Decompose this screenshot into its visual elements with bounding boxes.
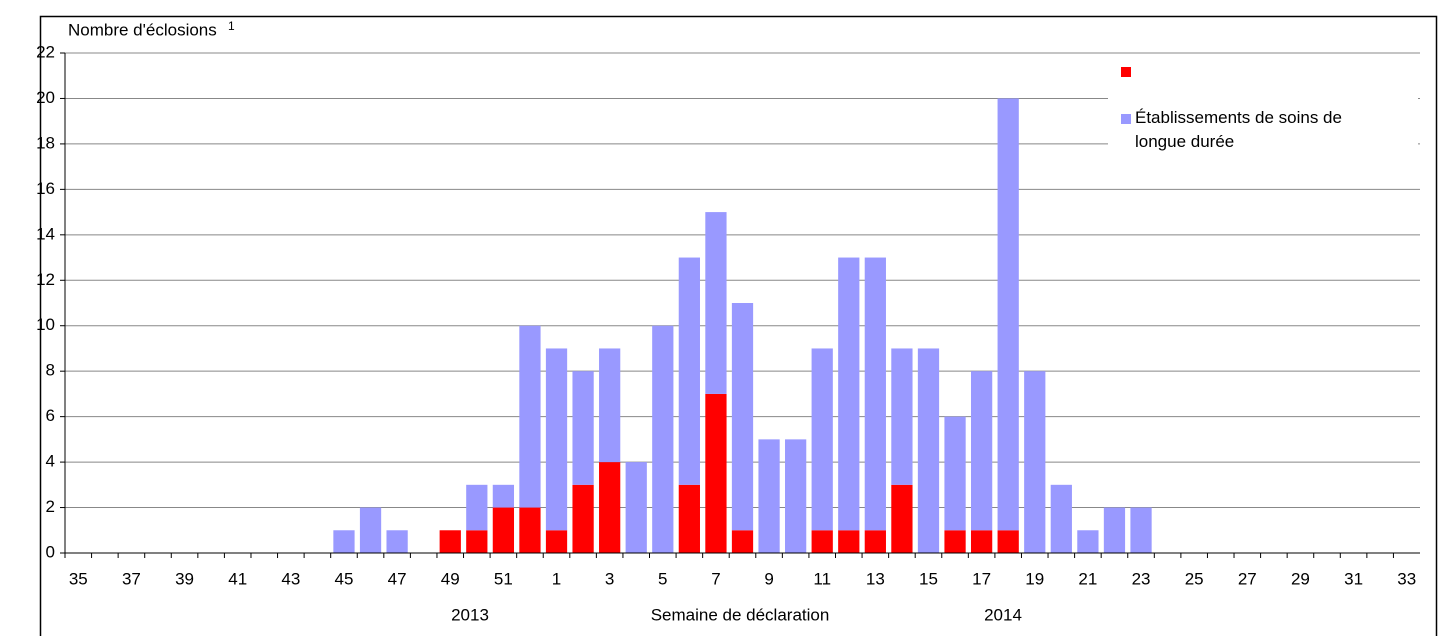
year-label: 2014 xyxy=(984,605,1022,624)
x-tick-label: 35 xyxy=(69,569,88,588)
bar-segment xyxy=(731,530,754,553)
y-tick-label: 10 xyxy=(36,315,55,334)
y-tick-label: 16 xyxy=(36,179,55,198)
bar-segment xyxy=(731,303,754,531)
x-tick-label: 3 xyxy=(605,569,614,588)
bar-segment xyxy=(359,507,382,553)
bar-segment xyxy=(1050,484,1072,553)
bar-segment xyxy=(838,530,860,553)
bar-segment xyxy=(572,371,594,485)
bar-segment xyxy=(917,348,940,553)
x-tick-label: 31 xyxy=(1344,569,1363,588)
x-tick-label: 37 xyxy=(122,569,141,588)
x-tick-label: 49 xyxy=(441,569,460,588)
x-tick-label: 47 xyxy=(388,569,407,588)
bar-segment xyxy=(891,348,913,485)
bar-segment xyxy=(439,530,461,553)
x-tick-label: 17 xyxy=(972,569,991,588)
bar-segment xyxy=(466,484,488,531)
x-tick-label: 33 xyxy=(1397,569,1416,588)
bar-segment xyxy=(811,348,833,531)
bar-segment xyxy=(678,484,700,553)
bar-segment xyxy=(599,462,621,553)
legend-label: Établissements de soins de longue durée xyxy=(1135,108,1342,151)
year-label: 2013 xyxy=(451,605,489,624)
y-tick-label: 4 xyxy=(46,452,55,471)
y-tick-label: 8 xyxy=(46,361,55,380)
bar-segment xyxy=(705,212,727,394)
bar-segment xyxy=(705,393,727,553)
x-tick-label: 41 xyxy=(228,569,247,588)
x-tick-label: 11 xyxy=(813,569,831,588)
legend-swatch xyxy=(1121,67,1131,77)
x-tick-label: 39 xyxy=(175,569,194,588)
y-tick-label: 12 xyxy=(36,270,55,289)
bar-segment xyxy=(1103,507,1126,553)
x-tick-label: 7 xyxy=(711,569,720,588)
bar-segment xyxy=(891,484,913,553)
bar-segment xyxy=(997,98,1019,531)
legend-swatch xyxy=(1121,114,1131,124)
x-tick-label: 1 xyxy=(552,569,561,588)
bar-segment xyxy=(997,530,1019,553)
x-tick-label: 51 xyxy=(494,569,513,588)
bar-segment xyxy=(333,530,355,553)
x-axis-title: Semaine de déclaration xyxy=(651,605,830,624)
bar-segment xyxy=(758,439,780,553)
bar-segment xyxy=(545,530,568,553)
x-tick-label: 19 xyxy=(1025,569,1044,588)
bar-segment xyxy=(545,348,568,531)
bar-segment xyxy=(970,371,993,531)
x-tick-label: 21 xyxy=(1078,569,1097,588)
bar-segment xyxy=(1024,371,1046,553)
x-tick-label: 5 xyxy=(658,569,667,588)
bar-segment xyxy=(785,439,807,553)
bar-segment xyxy=(970,530,993,553)
bar-segment xyxy=(678,257,700,485)
y-tick-label: 6 xyxy=(46,406,55,425)
bar-segment xyxy=(652,325,674,553)
bar-segment xyxy=(625,462,647,553)
bar-segment xyxy=(864,530,886,553)
bar-segment xyxy=(1130,507,1152,553)
y-tick-label: 2 xyxy=(46,497,55,516)
bar-segment xyxy=(599,348,621,463)
bar-segment xyxy=(386,530,408,553)
x-tick-label: 13 xyxy=(866,569,885,588)
bar-segment xyxy=(1077,530,1099,553)
x-tick-label: 15 xyxy=(919,569,938,588)
x-tick-label: 23 xyxy=(1132,569,1151,588)
bar-segment xyxy=(838,257,860,531)
bar-segment xyxy=(519,507,541,553)
x-tick-label: 29 xyxy=(1291,569,1310,588)
y-tick-label: 18 xyxy=(36,133,55,152)
bar-segment xyxy=(492,507,515,553)
y-tick-label: 22 xyxy=(36,42,55,61)
bar-segment xyxy=(492,484,515,508)
bar-segment xyxy=(864,257,886,531)
y-tick-label: 0 xyxy=(46,542,55,561)
bar-segment xyxy=(944,530,966,553)
y-tick-label: 20 xyxy=(36,88,55,107)
bar-segment xyxy=(811,530,833,553)
legend-box xyxy=(1108,56,1418,160)
y-axis-title: Nombre d'éclosions xyxy=(68,20,217,39)
bar-segment xyxy=(519,325,541,508)
y-axis-title-note: 1 xyxy=(228,19,235,33)
x-tick-label: 27 xyxy=(1238,569,1257,588)
bar-segment xyxy=(944,416,966,531)
y-tick-label: 14 xyxy=(36,224,55,243)
x-tick-label: 45 xyxy=(335,569,354,588)
bar-segment xyxy=(572,484,594,553)
x-tick-label: 25 xyxy=(1185,569,1204,588)
x-tick-label: 9 xyxy=(764,569,773,588)
x-tick-label: 43 xyxy=(281,569,300,588)
bar-segment xyxy=(466,530,488,553)
